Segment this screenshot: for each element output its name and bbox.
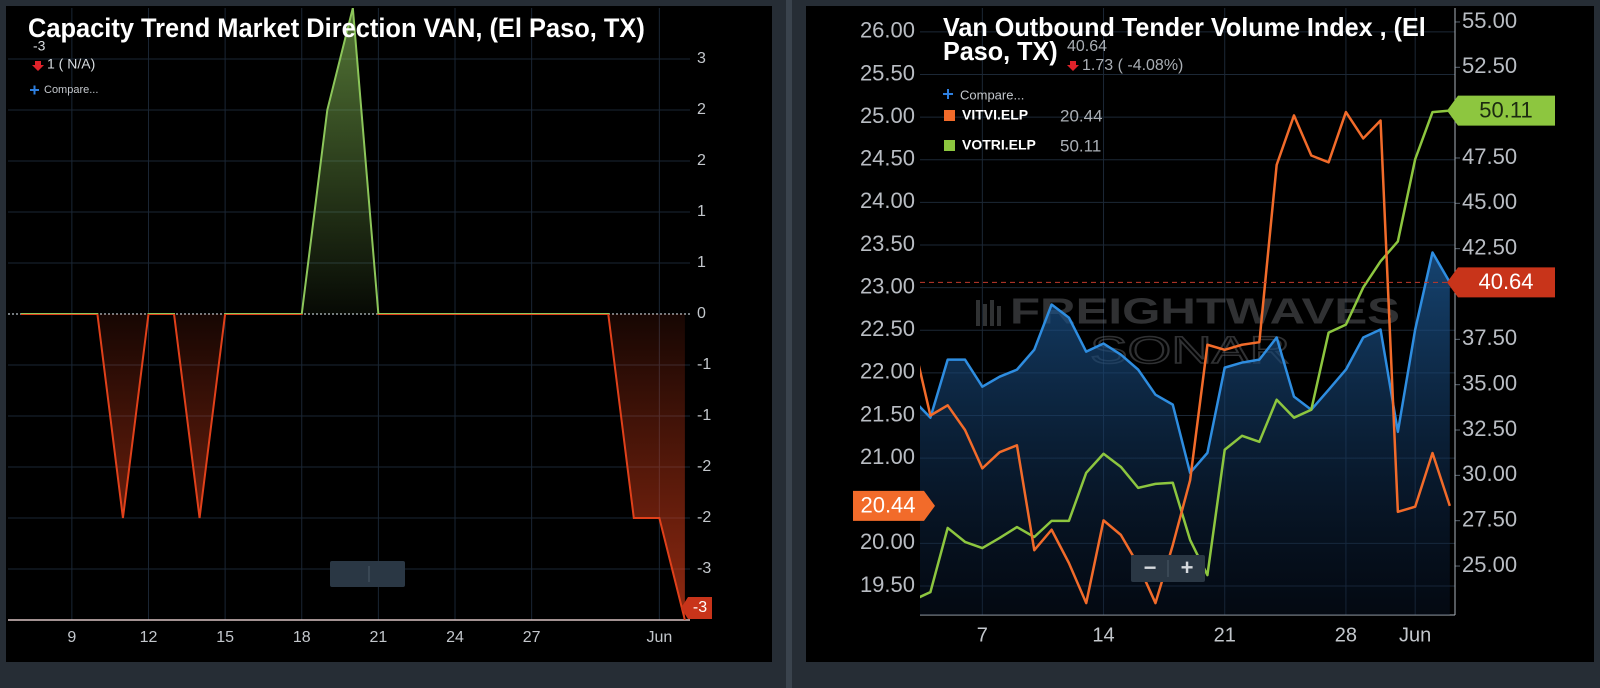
y2-tick-label: 25.00 — [1462, 552, 1517, 577]
last-value-label: 50.11 — [1479, 97, 1532, 122]
plot — [20, 8, 686, 620]
x-tick-label: 15 — [216, 629, 234, 646]
y-tick-label: -2 — [697, 509, 711, 526]
area-fill — [20, 8, 685, 620]
last-value-label: 20.44 — [860, 493, 915, 518]
y-tick-label: 2 — [697, 152, 706, 169]
y-tick-label: 22.00 — [860, 359, 915, 384]
x-tick-label: 14 — [1092, 624, 1114, 646]
last-value-label: -3 — [693, 599, 707, 616]
compare-plus-icon — [30, 85, 39, 95]
y-tick-label: 21.00 — [860, 444, 915, 469]
x-tick-label: Jun — [646, 629, 672, 646]
y2-tick-label: 35.00 — [1462, 370, 1517, 395]
y-tick-label: 20.00 — [860, 529, 915, 554]
x-tick-label: 21 — [369, 629, 387, 646]
legend-label: VITVI.ELP — [962, 107, 1028, 123]
y-tick-label: 23.00 — [860, 273, 915, 298]
watermark-text: FREIGHTWAVES — [1010, 291, 1400, 332]
y-tick-label: 2 — [697, 101, 706, 118]
y-tick-label: 19.50 — [860, 572, 915, 597]
panel-divider — [786, 0, 792, 688]
y2-tick-label: 27.50 — [1462, 507, 1517, 532]
y-tick-label: 23.50 — [860, 231, 915, 256]
compare-plus-icon — [943, 89, 953, 99]
y-tick-label: 3 — [697, 50, 706, 67]
last-value-tag — [1447, 95, 1555, 126]
y-tick-label: 1 — [697, 254, 706, 271]
x-tick-label: 24 — [446, 629, 464, 646]
y-tick-label: -3 — [697, 560, 711, 577]
x-tick-label: 9 — [67, 629, 76, 646]
x-tick-label: 27 — [523, 629, 541, 646]
last-value-tag — [681, 597, 712, 619]
y-tick-label: 26.00 — [860, 18, 915, 43]
y2-tick-label: 32.50 — [1462, 416, 1517, 441]
change-label: 1 ( N/A) — [47, 56, 95, 72]
left-chart: 9 12 15 18 21 24 27 Jun322110-1-1-2-2-3-3-3Capa… — [8, 8, 712, 646]
header-value: -3 — [33, 38, 46, 54]
legend-value: 50.11 — [1060, 136, 1101, 155]
chart-title: Capacity Trend Market Direction VAN, (El… — [28, 12, 645, 43]
y-tick-label: 0 — [697, 305, 706, 322]
y2-tick-label: 30.00 — [1462, 461, 1517, 486]
y2-tick-label: 37.50 — [1462, 325, 1517, 350]
y-tick-label: 1 — [697, 203, 706, 220]
legend-swatch — [944, 110, 955, 121]
y-tick-label: -1 — [697, 407, 711, 424]
y-tick-label: 22.50 — [860, 316, 915, 341]
x-tick-label: 18 — [293, 629, 311, 646]
series-line — [920, 110, 1451, 605]
compare-button[interactable]: Compare... — [960, 87, 1024, 102]
header-value: 40.64 — [1067, 38, 1107, 55]
y2-tick-label: 55.00 — [1462, 8, 1517, 33]
x-tick-label: Jun — [1399, 624, 1431, 646]
zoom-button[interactable]: + — [1181, 555, 1194, 580]
legend-label: VOTRI.ELP — [962, 137, 1036, 153]
x-tick-label: 21 — [1214, 624, 1236, 646]
y2-tick-label: 47.50 — [1462, 144, 1517, 169]
x-tick-label: 28 — [1335, 624, 1357, 646]
compare-button[interactable]: Compare... — [44, 84, 98, 96]
right-chart: 7 14 21 28 Jun 19.50 20.00 21.00 21.50 22.00 22.50… — [853, 8, 1555, 646]
chart-title: Van Outbound Tender Volume Index , (El P… — [943, 14, 1433, 66]
series-line — [20, 8, 686, 620]
y-tick-label: 25.50 — [860, 60, 915, 85]
last-value-label: 40.64 — [1478, 269, 1533, 294]
y-tick-label: 21.50 — [860, 401, 915, 426]
legend-swatch — [944, 140, 955, 151]
x-tick-label: 7 — [977, 624, 988, 646]
area-fill — [920, 252, 1450, 615]
legend-value: 20.44 — [1060, 106, 1103, 125]
zoom-button[interactable]: − — [1144, 555, 1157, 580]
last-value-tag — [1447, 267, 1555, 298]
y-tick-label: 24.00 — [860, 188, 915, 213]
last-value-tag — [853, 490, 935, 521]
y2-tick-label: 52.50 — [1462, 53, 1517, 78]
y-tick-label: 25.00 — [860, 103, 915, 128]
zoom-control[interactable] — [330, 561, 405, 587]
series-line — [920, 251, 1451, 475]
x-tick-label: 12 — [140, 629, 158, 646]
down-arrow-icon — [32, 61, 44, 71]
down-arrow-icon — [1067, 61, 1079, 71]
y-tick-label: 24.50 — [860, 146, 915, 171]
watermark-logo — [976, 300, 1001, 326]
change-label: 1.73 ( -4.08%) — [1082, 57, 1183, 74]
y-tick-label: -2 — [697, 458, 711, 475]
plot — [920, 109, 1451, 615]
y-tick-label: -1 — [697, 356, 711, 373]
y2-tick-label: 45.00 — [1462, 189, 1517, 214]
y2-tick-label: 42.50 — [1462, 234, 1517, 259]
